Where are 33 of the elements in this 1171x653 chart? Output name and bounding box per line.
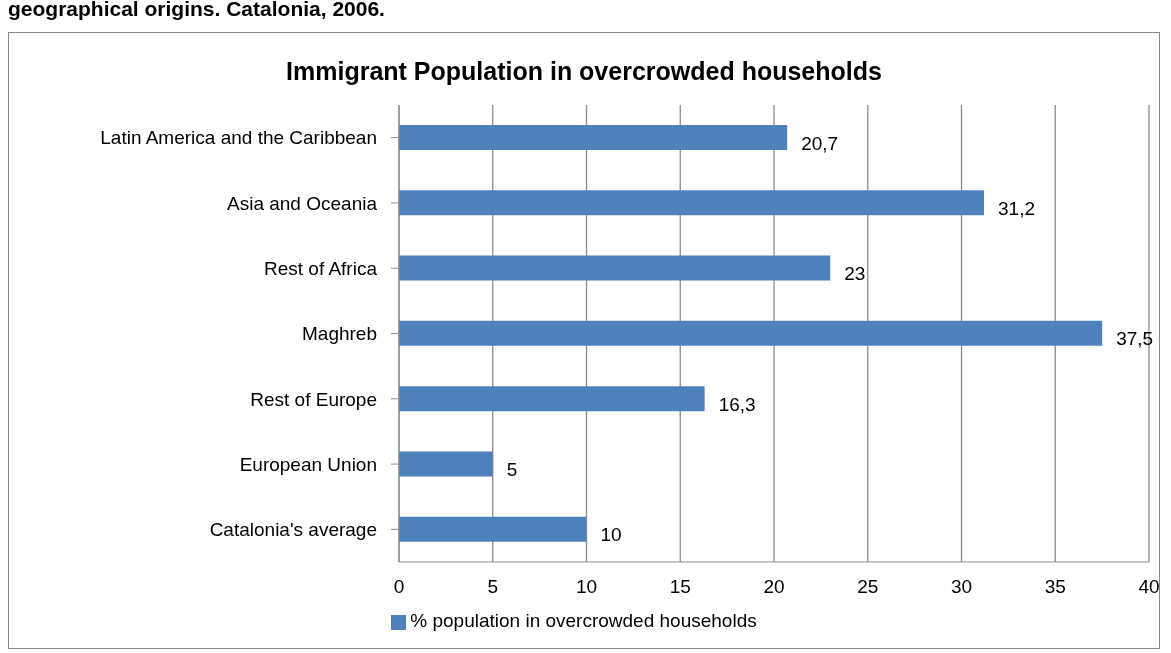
x-tick-label: 5 — [487, 576, 499, 598]
x-tick-label: 30 — [950, 576, 973, 598]
chart-title: Immigrant Population in overcrowded households — [285, 56, 883, 87]
legend-label: % population in overcrowded households — [410, 610, 757, 631]
bar — [399, 516, 587, 542]
x-tick-label: 40 — [1138, 576, 1160, 598]
x-tick-label: 10 — [575, 576, 598, 598]
data-label: 20,7 — [801, 132, 839, 154]
bar — [399, 125, 788, 150]
data-label: 37,5 — [1116, 328, 1154, 350]
x-tick-label: 15 — [669, 576, 691, 598]
data-label: 5 — [506, 458, 518, 480]
text: geographical origins. Catalonia, 2006. — [8, 0, 386, 20]
x-tick-label: 35 — [1044, 576, 1066, 598]
y-tick-label: Rest of Europe — [250, 388, 377, 410]
bar — [399, 386, 705, 412]
y-tick-label: Rest of Africa — [264, 257, 378, 279]
bar — [399, 255, 831, 281]
y-tick-label: European Union — [239, 453, 377, 475]
data-label: 31,2 — [998, 197, 1035, 219]
bar — [399, 320, 1103, 346]
x-tick-label: 25 — [857, 576, 879, 598]
data-label: 10 — [600, 524, 622, 546]
bar — [399, 451, 493, 477]
x-tick-label: 0 — [393, 576, 405, 598]
data-label: 23 — [844, 263, 866, 285]
y-tick-label: Asia and Oceania — [227, 192, 378, 214]
data-label: 16,3 — [718, 393, 756, 415]
y-tick-label: Catalonia's average — [209, 519, 377, 541]
y-tick-label: Latin America and the Caribbean — [100, 127, 377, 149]
x-tick-label: 20 — [763, 576, 785, 598]
y-tick-label: Maghreb — [302, 323, 377, 345]
bar — [399, 190, 984, 216]
